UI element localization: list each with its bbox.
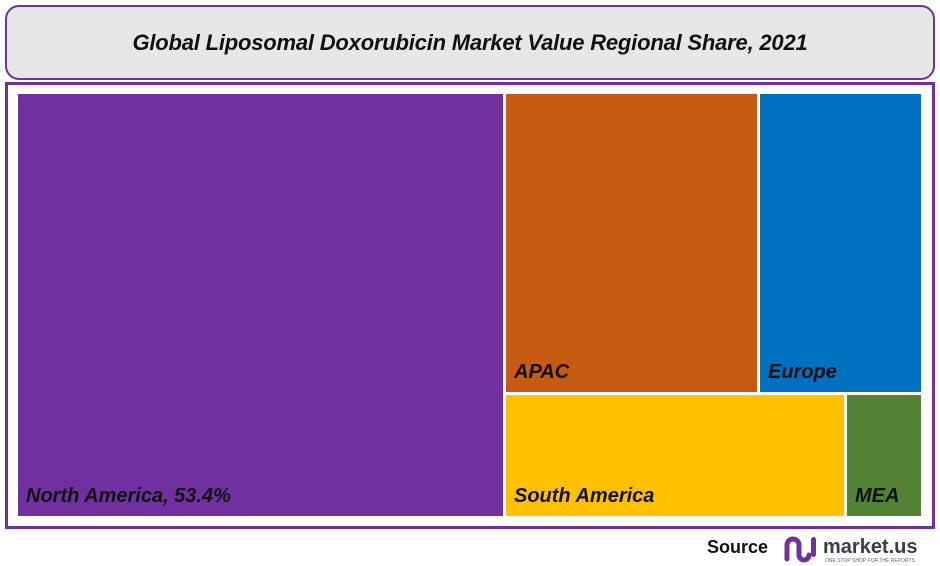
market-us-logo: market.us ONE STOP SHOP FOR THE REPORTS [784, 536, 918, 564]
treemap-cell-south-america: South America [506, 395, 844, 516]
source-label: Source [707, 537, 769, 557]
treemap-cell-europe: Europe [760, 94, 921, 392]
cell-label: MEA [855, 485, 900, 507]
cell-label: Europe [768, 361, 837, 383]
chart-title-box: Global Liposomal Doxorubicin Market Valu… [5, 5, 935, 80]
treemap: North America, 53.4% APAC Europe South A… [18, 94, 921, 516]
treemap-cell-mea: MEA [847, 395, 921, 516]
cell-label: APAC [514, 361, 570, 383]
cell-label: North America, 53.4% [26, 485, 231, 507]
chart-title: Global Liposomal Doxorubicin Market Valu… [132, 29, 808, 55]
svg-text:ONE STOP SHOP FOR THE REPORTS: ONE STOP SHOP FOR THE REPORTS [825, 558, 916, 564]
treemap-cell-apac: APAC [506, 94, 757, 392]
cell-label: South America [514, 485, 655, 507]
svg-text:market.us: market.us [823, 536, 918, 558]
treemap-cell-north-america: North America, 53.4% [18, 94, 503, 516]
